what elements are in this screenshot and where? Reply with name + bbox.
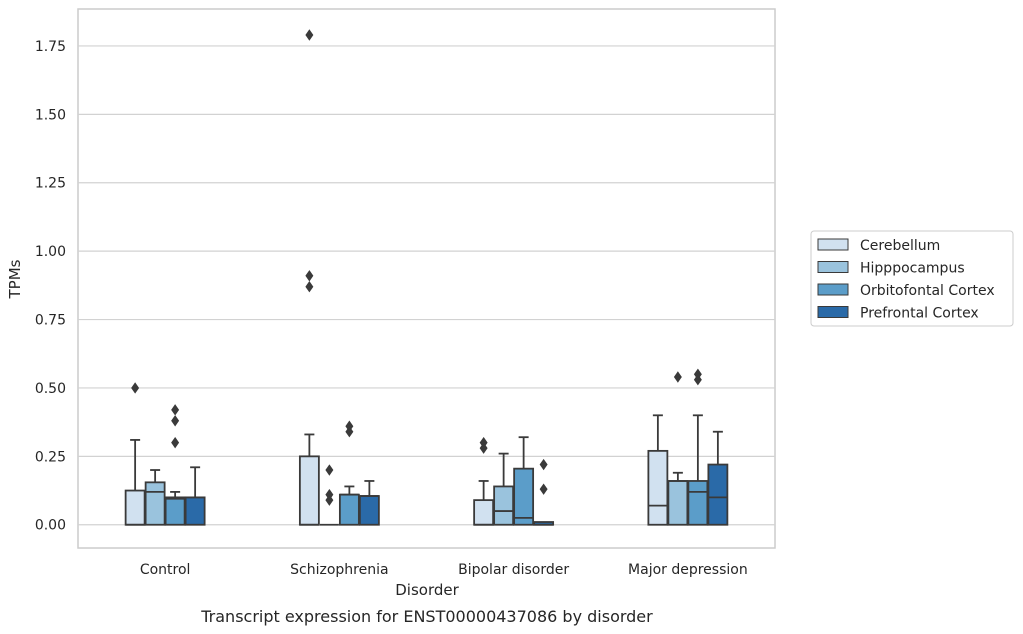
box-control-orbitofontal-cortex: [164, 404, 186, 526]
x-tick-label: Control: [140, 562, 191, 578]
outlier-point: [171, 436, 180, 449]
box-body: [647, 449, 669, 526]
box-schizophrenia-prefrontal-cortex: [358, 480, 380, 526]
outlier-point: [131, 382, 140, 394]
box-major-depression-cerebellum: [647, 414, 669, 526]
outlier-point: [345, 420, 354, 432]
box-control-cerebellum: [124, 382, 146, 526]
box-control-prefrontal-cortex: [184, 466, 206, 526]
box-body: [707, 463, 729, 526]
y-tick-label: 1.25: [35, 176, 66, 192]
y-tick-label: 0.25: [35, 449, 66, 465]
x-axis-label: Disorder: [395, 581, 459, 599]
legend-frame: [810, 230, 1014, 327]
box-body: [184, 496, 206, 526]
box-control-hipppocampus: [144, 469, 166, 526]
x-tick-label: Major depression: [628, 562, 748, 578]
legend-label: Cerebellum: [860, 238, 940, 254]
y-axis-label: TPMs: [6, 259, 24, 299]
boxes: [124, 29, 729, 526]
y-tick-label: 0.50: [35, 381, 66, 397]
legend-swatch: [817, 306, 849, 318]
outlier-point: [539, 458, 548, 471]
box-major-depression-prefrontal-cortex: [707, 430, 729, 526]
box-body: [473, 499, 495, 526]
legend: Cerebellum Hipppocampus Orbitofontal Corte…: [810, 230, 1014, 327]
plot-area: [77, 8, 776, 549]
y-tick-label: 1.50: [35, 107, 66, 123]
outlier-point: [325, 488, 334, 501]
outlier-point: [539, 483, 548, 495]
grid-lines: [78, 45, 775, 526]
outlier-point: [325, 464, 334, 476]
outlier-point: [171, 415, 180, 427]
outlier-point: [479, 436, 488, 449]
x-axis-ticks: Control Schizophrenia Bipolar disorder Majo…: [140, 562, 748, 578]
y-tick-label: 1.00: [35, 244, 66, 260]
y-axis-ticks: 0.00 0.25 0.50 0.75 1.00 1.25 1.50 1.75: [35, 39, 66, 534]
outlier-point: [305, 270, 314, 282]
box-body: [513, 467, 535, 526]
box-body: [667, 480, 689, 526]
chart-caption: Transcript expression for ENST0000043708…: [200, 607, 653, 626]
legend-label: Hipppocampus: [860, 261, 965, 277]
box-body: [144, 481, 166, 526]
y-tick-label: 0.75: [35, 313, 66, 329]
y-tick-label: 1.75: [35, 39, 66, 55]
box-schizophrenia-cerebellum: [298, 29, 320, 526]
box-major-depression-orbitofontal-cortex: [687, 368, 709, 526]
legend-label: Orbitofontal Cortex: [860, 283, 995, 299]
outlier-point: [305, 281, 314, 293]
outlier-point: [305, 29, 314, 41]
box-schizophrenia-orbitofontal-cortex: [338, 420, 360, 526]
outlier-point: [171, 404, 180, 416]
box-body: [687, 480, 709, 526]
box-body: [338, 493, 360, 526]
legend-swatch: [817, 283, 849, 296]
box-body: [124, 489, 146, 526]
x-tick-label: Bipolar disorder: [458, 562, 569, 578]
outlier-point: [673, 371, 682, 383]
legend-label: Prefrontal Cortex: [860, 306, 979, 322]
x-tick-label: Schizophrenia: [290, 562, 388, 578]
box-body: [358, 495, 380, 526]
box-body: [164, 496, 186, 526]
y-tick-label: 0.00: [35, 518, 66, 534]
box-schizophrenia-hipppocampus: [319, 464, 339, 526]
outlier-point: [693, 368, 702, 380]
box-bipolar-disorder-cerebellum: [473, 436, 495, 526]
box-bipolar-disorder-orbitofontal-cortex: [513, 436, 535, 526]
box-bipolar-disorder-prefrontal-cortex: [533, 458, 555, 526]
legend-swatch: [817, 261, 849, 273]
box-bipolar-disorder-hipppocampus: [493, 452, 515, 526]
box-body: [493, 485, 515, 526]
box-major-depression-hipppocampus: [667, 371, 689, 526]
legend-swatch: [817, 238, 849, 251]
box-body: [298, 455, 320, 526]
